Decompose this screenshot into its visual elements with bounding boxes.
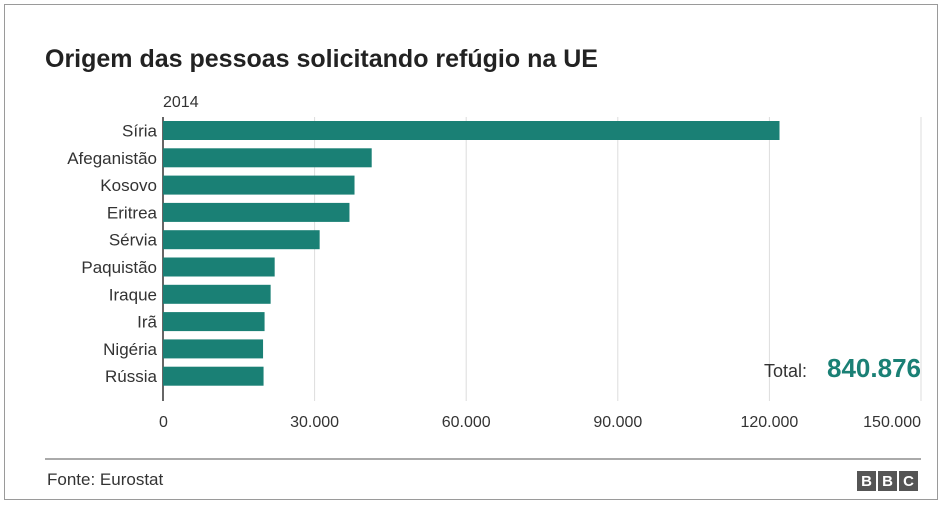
bar — [163, 257, 275, 277]
category-label: Eritrea — [107, 203, 158, 222]
bbc-logo-letter: B — [882, 473, 893, 490]
category-label: Nigéria — [103, 340, 157, 359]
bar — [163, 148, 372, 168]
x-tick-label: 30.000 — [290, 414, 339, 431]
category-label: Kosovo — [100, 176, 157, 195]
category-label: Irã — [137, 313, 157, 332]
x-tick-label: 90.000 — [593, 414, 642, 431]
bar — [163, 202, 350, 222]
chart-frame: Origem das pessoas solicitando refúgio n… — [4, 4, 938, 500]
bar — [163, 284, 271, 304]
total-label: Total: — [764, 361, 807, 381]
x-tick-label: 0 — [159, 414, 168, 431]
category-labels: Síria Afeganistão Kosovo Eritrea Sérvia Paqui… — [67, 122, 157, 387]
bar — [163, 312, 265, 332]
bbc-logo-block — [878, 471, 897, 491]
bar — [163, 175, 355, 195]
chart-title: Origem das pessoas solicitando refúgio n… — [45, 45, 598, 73]
bars — [163, 121, 780, 386]
category-label: Rússia — [105, 367, 158, 386]
category-label: Sérvia — [109, 231, 158, 250]
x-tick-label: 60.000 — [442, 414, 491, 431]
category-label: Paquistão — [81, 258, 157, 277]
source-note: Fonte: Eurostat — [47, 470, 164, 489]
x-tick-label: 120.000 — [740, 414, 798, 431]
bar — [163, 339, 264, 359]
x-tick-label: 150.000 — [863, 414, 921, 431]
category-label: Iraque — [109, 285, 157, 304]
bbc-logo-block — [857, 471, 876, 491]
category-label: Síria — [122, 122, 158, 141]
total-value: 840.876 — [827, 353, 921, 383]
chart-subtitle: 2014 — [163, 94, 199, 111]
bar — [163, 366, 264, 386]
bar-chart: Origem das pessoas solicitando refúgio n… — [45, 45, 922, 491]
bbc-logo-letter: B — [861, 473, 872, 490]
x-tick-labels: 0 30.000 60.000 90.000 120.000 150.000 — [159, 414, 921, 431]
bar — [163, 121, 780, 140]
bbc-logo-letter: C — [903, 473, 914, 490]
bar — [163, 230, 320, 250]
category-label: Afeganistão — [67, 149, 157, 168]
bbc-logo-block — [899, 471, 918, 491]
